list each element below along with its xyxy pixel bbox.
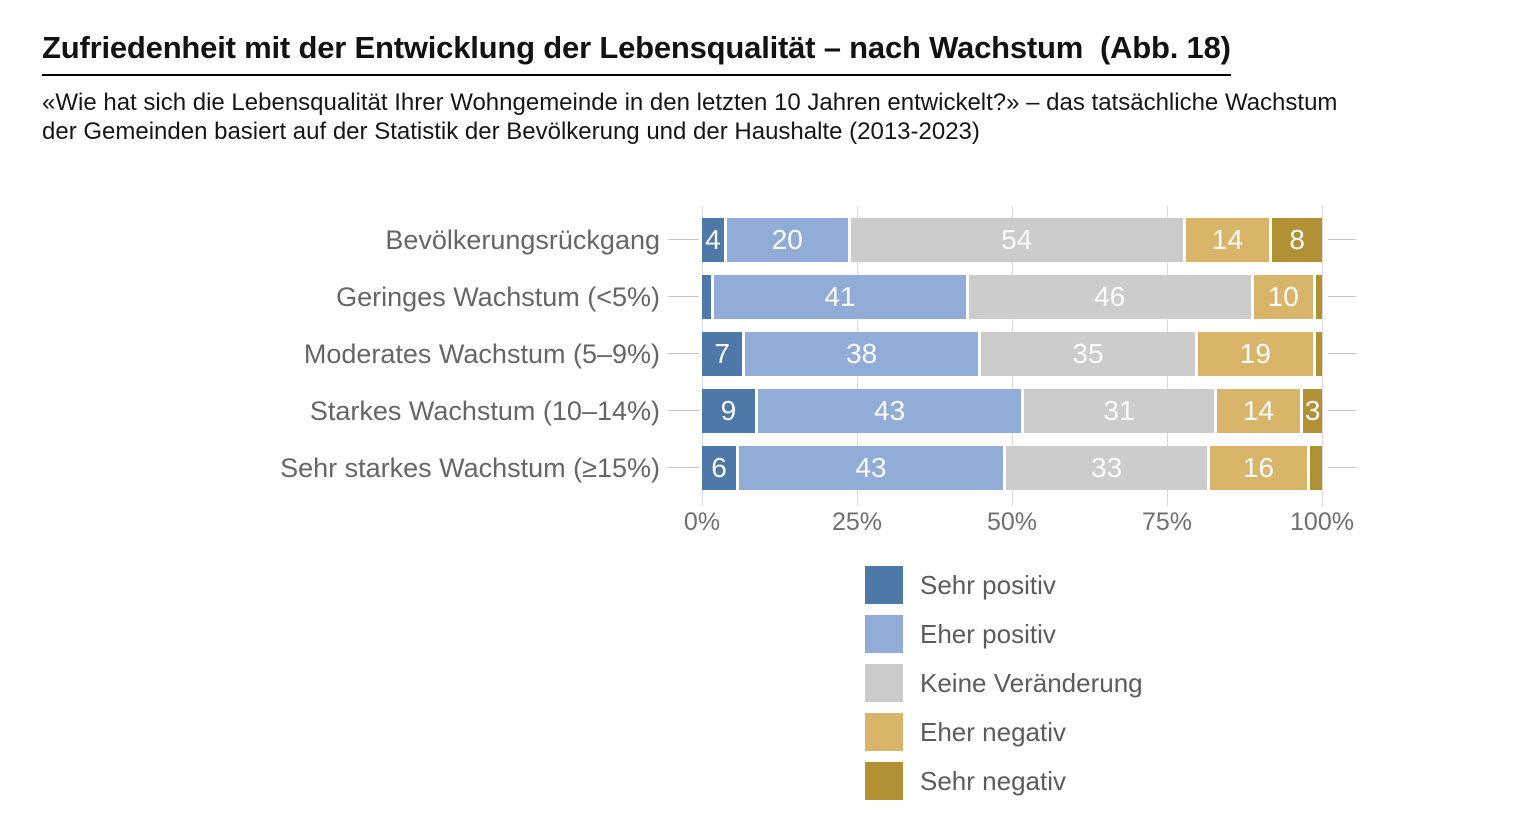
bar-value-label: 10: [1267, 281, 1299, 312]
bar-value-label: 46: [1094, 281, 1126, 312]
category-label: Starkes Wachstum (10–14%): [309, 396, 660, 426]
bar-value-label: 4: [705, 224, 721, 255]
bar-segment-eher-negativ: 19: [1197, 332, 1316, 376]
category-label: Geringes Wachstum (<5%): [336, 282, 660, 312]
legend-label: Sehr negativ: [920, 765, 1066, 796]
bar-value-label: 41: [824, 281, 856, 312]
bar-value-label: 7: [714, 338, 730, 369]
bar-value-label: 6: [711, 452, 727, 483]
legend-swatch: [865, 615, 903, 653]
x-axis-tick-label: 75%: [1141, 508, 1193, 536]
bar-segment-keine-ver-nderung: 33: [1005, 446, 1211, 490]
category-leader-line: [668, 410, 699, 411]
bar-end-leader-line: [1328, 467, 1356, 468]
bar-segment-sehr-negativ: [1309, 446, 1322, 490]
bar-value-label: 19: [1239, 338, 1271, 369]
bar-row: 4 20 54 14 8: [702, 218, 1322, 262]
bar-segment-keine-ver-nderung: 54: [850, 218, 1186, 262]
chart-subtitle-line-2: der Gemeinden basiert auf der Statistik …: [42, 118, 980, 145]
bar-segment-eher-positiv: 20: [726, 218, 851, 262]
legend-item-sehr-negativ: Sehr negativ: [865, 762, 1143, 800]
bar-segment-eher-positiv: 43: [739, 446, 1006, 490]
legend-swatch: [865, 664, 903, 702]
bar-segment-eher-negativ: 16: [1210, 446, 1310, 490]
bar-segment-eher-negativ: 14: [1216, 389, 1304, 433]
bar-segment-sehr-positiv: 9: [702, 389, 758, 433]
legend-label: Keine Veränderung: [920, 667, 1143, 698]
bar-segment-eher-positiv: 38: [745, 332, 981, 376]
bar-segment-sehr-positiv: 6: [702, 446, 740, 490]
bar-segment-keine-ver-nderung: 31: [1024, 389, 1217, 433]
bar-segment-keine-ver-nderung: 35: [980, 332, 1198, 376]
legend-label: Eher positiv: [920, 618, 1056, 649]
bar-segment-eher-positiv: 41: [714, 275, 969, 319]
bar-row: 41 46 10: [702, 275, 1322, 319]
category-leader-line: [668, 467, 699, 468]
bar-segment-sehr-negativ: [1315, 275, 1322, 319]
bar-segment-sehr-negativ: 8: [1272, 218, 1322, 262]
x-axis-tick-label: 0%: [683, 508, 721, 536]
category-leader-line: [668, 239, 699, 240]
bar-value-label: 8: [1289, 224, 1305, 255]
bar-row: 6 43 33 16: [702, 446, 1322, 490]
bar-segment-keine-ver-nderung: 46: [968, 275, 1254, 319]
bar-end-leader-line: [1328, 410, 1356, 411]
bar-value-label: 31: [1103, 395, 1135, 426]
legend-item-eher-positiv: Eher positiv: [865, 615, 1143, 653]
bar-segment-eher-negativ: 14: [1185, 218, 1273, 262]
x-axis-tick-label: 100%: [1290, 508, 1354, 536]
bar-end-leader-line: [1328, 239, 1356, 240]
category-label: Bevölkerungsrückgang: [385, 225, 660, 255]
legend-swatch: [865, 762, 903, 800]
legend-item-eher-negativ: Eher negativ: [865, 713, 1143, 751]
bar-segment-sehr-positiv: 7: [702, 332, 746, 376]
chart-title: Zufriedenheit mit der Entwicklung der Le…: [42, 30, 1231, 76]
bar-segment-sehr-positiv: [702, 275, 715, 319]
bar-segment-eher-positiv: 43: [757, 389, 1025, 433]
legend-item-keine-ver-nderung: Keine Veränderung: [865, 664, 1143, 702]
bar-row: 7 38 35 19: [702, 332, 1322, 376]
legend-swatch: [865, 566, 903, 604]
bar-end-leader-line: [1328, 353, 1356, 354]
legend-label: Eher negativ: [920, 716, 1066, 747]
chart-subtitle-line-1: «Wie hat sich die Lebensqualität Ihrer W…: [42, 89, 1338, 116]
legend-swatch: [865, 713, 903, 751]
bar-value-label: 35: [1072, 338, 1104, 369]
bar-value-label: 33: [1091, 452, 1123, 483]
chart-subtitle: «Wie hat sich die Lebensqualität Ihrer W…: [42, 88, 1482, 146]
bar-end-leader-line: [1328, 296, 1356, 297]
legend-label: Sehr positiv: [920, 569, 1056, 600]
bar-value-label: 20: [771, 224, 803, 255]
legend-item-sehr-positiv: Sehr positiv: [865, 566, 1143, 604]
bar-value-label: 38: [846, 338, 878, 369]
bar-value-label: 14: [1242, 395, 1275, 426]
bar-segment-sehr-positiv: 4: [702, 218, 727, 262]
bar-segment-eher-negativ: 10: [1253, 275, 1316, 319]
bar-value-label: 9: [720, 395, 737, 426]
category-leader-line: [668, 353, 699, 354]
bar-value-label: 43: [874, 395, 906, 426]
chart-legend: Sehr positiv Eher positiv Keine Veränderun…: [865, 566, 1143, 800]
bar-row: 9 43 31 14 3: [702, 389, 1322, 433]
bar-segment-sehr-negativ: [1315, 332, 1322, 376]
category-label: Moderates Wachstum (5–9%): [303, 339, 660, 369]
bar-segment-sehr-negativ: 3: [1303, 389, 1322, 433]
bar-value-label: 54: [1001, 224, 1033, 255]
gridline-100: [1322, 206, 1323, 506]
x-axis-tick-label: 25%: [831, 508, 883, 536]
bar-value-label: 3: [1304, 395, 1321, 426]
category-leader-line: [668, 296, 699, 297]
x-axis-tick-label: 50%: [986, 508, 1038, 536]
bar-value-label: 43: [855, 452, 887, 483]
bar-value-label: 16: [1242, 452, 1275, 483]
category-label: Sehr starkes Wachstum (≥15%): [280, 453, 660, 483]
bar-value-label: 14: [1211, 224, 1244, 255]
